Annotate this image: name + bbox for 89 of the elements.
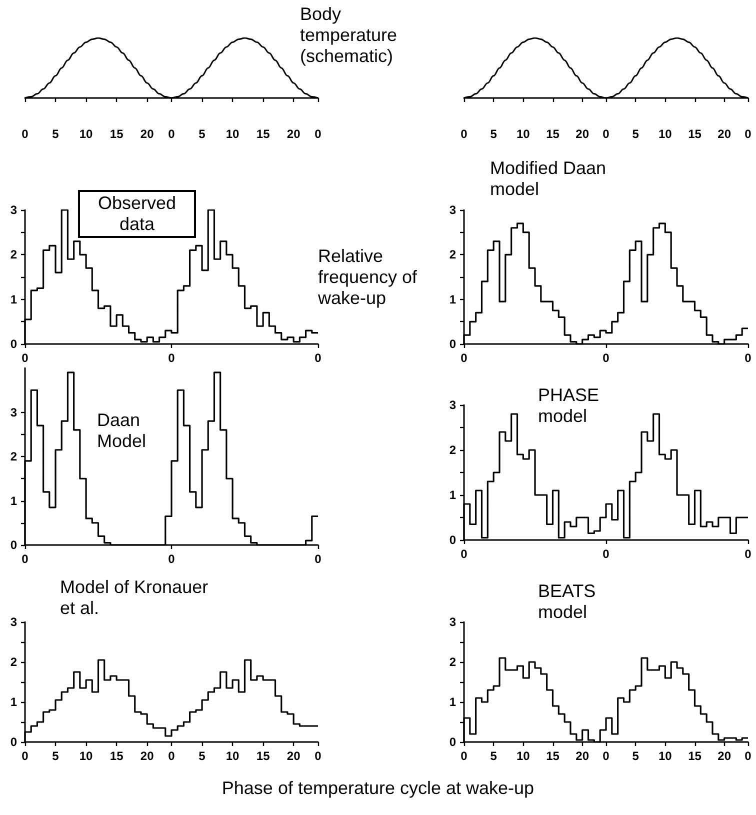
x-tick-label: 15 <box>110 749 124 763</box>
chart-title: BEATS model <box>538 581 597 623</box>
y-tick-label: 2 <box>449 443 456 457</box>
y-tick-label: 3 <box>10 405 18 420</box>
y-tick-label: 3 <box>449 615 456 629</box>
x-tick-label: 15 <box>688 749 702 763</box>
x-tick-label: 0 <box>744 749 752 763</box>
x-tick-label: 10 <box>226 749 240 763</box>
x-tick-label: 0 <box>460 749 468 763</box>
x-tick-label: 15 <box>256 749 270 763</box>
x-tick-label: 0 <box>602 749 610 763</box>
y-tick-label: 1 <box>449 695 456 709</box>
chart-title: Model of Kronauer et al. <box>60 577 210 619</box>
chart-title: Modified Daan model <box>490 158 608 200</box>
x-tick-label: 0 <box>314 351 322 365</box>
x-tick-label: 0 <box>168 351 176 365</box>
x-tick-label: 0 <box>602 351 610 365</box>
x-tick-label: 0 <box>314 552 322 566</box>
x-tick-label: 0 <box>168 749 176 763</box>
x-tick-label: 0 <box>22 552 29 566</box>
chart-title: PHASE model <box>538 385 600 427</box>
chart-title: Observed data <box>78 190 196 238</box>
x-tick-label: 15 <box>256 127 270 141</box>
y-tick-label: 3 <box>10 615 18 629</box>
y-tick-label: 2 <box>10 450 18 464</box>
y-tick-label: 1 <box>10 695 18 709</box>
x-tick-label: 0 <box>314 749 322 763</box>
y-tick-label: 2 <box>10 655 18 669</box>
x-tick-label: 10 <box>658 127 672 141</box>
y-tick-label: 3 <box>449 398 456 412</box>
y-tick-label: 0 <box>10 735 18 749</box>
x-tick-label: 0 <box>460 351 468 365</box>
x-tick-label: 5 <box>198 749 206 763</box>
y-tick-label: 1 <box>10 292 18 306</box>
x-tick-label: 10 <box>79 127 94 141</box>
x-axis-title: Phase of temperature cycle at wake-up <box>220 778 536 799</box>
text: Daan Model <box>97 410 148 452</box>
x-tick-label: 10 <box>516 749 530 763</box>
y-tick-label: 0 <box>449 533 456 547</box>
x-tick-label: 5 <box>198 127 206 141</box>
y-tick-label: 2 <box>10 248 18 262</box>
x-tick-label: 20 <box>576 127 590 141</box>
y-tick-label: 0 <box>449 337 456 351</box>
y-tick-label: 3 <box>10 203 18 217</box>
x-tick-label: 5 <box>490 127 498 141</box>
x-tick-label: 20 <box>140 749 154 763</box>
y-tick-label: 1 <box>449 488 456 502</box>
x-tick-label: 20 <box>140 127 154 141</box>
x-tick-label: 0 <box>602 127 610 141</box>
x-tick-label: 0 <box>602 547 610 561</box>
x-tick-label: 20 <box>286 749 301 763</box>
y-tick-label: 2 <box>449 655 456 669</box>
y-tick-label: 0 <box>10 337 18 351</box>
x-tick-label: 15 <box>688 127 702 141</box>
y-tick-label: 3 <box>449 203 456 217</box>
x-tick-label: 0 <box>744 547 752 561</box>
x-tick-label: 0 <box>314 127 322 141</box>
x-tick-label: 5 <box>52 127 60 141</box>
x-tick-label: 20 <box>286 127 301 141</box>
x-tick-label: 20 <box>718 749 732 763</box>
x-tick-label: 0 <box>22 749 29 763</box>
x-tick-label: 10 <box>658 749 672 763</box>
x-tick-label: 0 <box>744 127 752 141</box>
x-tick-label: 15 <box>546 127 560 141</box>
x-tick-label: 20 <box>718 127 732 141</box>
x-tick-label: 5 <box>632 749 640 763</box>
x-tick-label: 0 <box>460 547 468 561</box>
x-tick-label: 0 <box>460 127 468 141</box>
x-tick-label: 0 <box>168 127 176 141</box>
x-tick-label: 0 <box>168 552 176 566</box>
x-tick-label: 20 <box>576 749 590 763</box>
x-tick-label: 0 <box>744 351 752 365</box>
chart-title: Body temperature (schematic) <box>300 4 398 67</box>
x-tick-label: 0 <box>22 351 29 365</box>
y-tick-label: 1 <box>449 292 456 306</box>
x-tick-label: 5 <box>52 749 60 763</box>
y-tick-label: 2 <box>449 248 456 262</box>
x-tick-label: 10 <box>79 749 94 763</box>
x-tick-label: 5 <box>632 127 640 141</box>
x-tick-label: 10 <box>226 127 240 141</box>
x-tick-label: 15 <box>110 127 124 141</box>
y-tick-label: 1 <box>10 494 18 508</box>
x-tick-label: 10 <box>516 127 530 141</box>
x-tick-label: 5 <box>490 749 498 763</box>
y-axis-title: Relative frequency of wake-up <box>318 246 418 309</box>
x-tick-label: 0 <box>22 127 29 141</box>
x-tick-label: 15 <box>546 749 560 763</box>
y-tick-label: 0 <box>449 735 456 749</box>
y-tick-label: 0 <box>10 538 18 552</box>
